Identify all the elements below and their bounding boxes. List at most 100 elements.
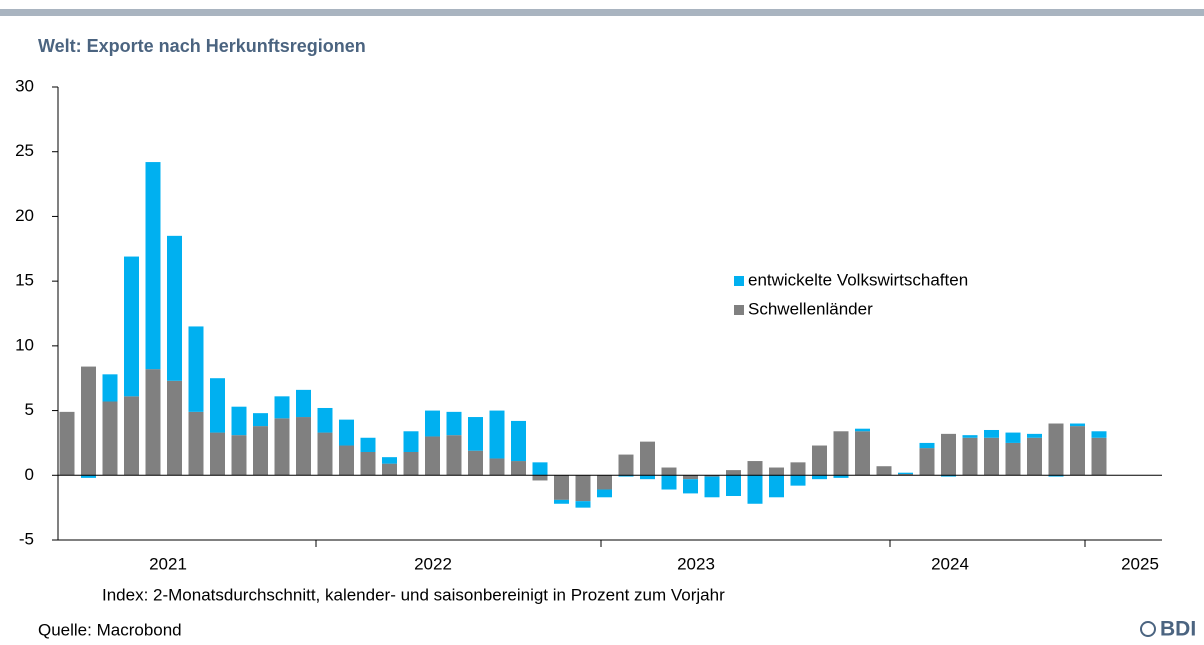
bar [102, 374, 118, 402]
bar [962, 435, 978, 438]
bar [683, 479, 698, 494]
bar [425, 436, 440, 476]
bar [124, 396, 139, 476]
bar [188, 326, 204, 412]
chart-title: Welt: Exporte nach Herkunftsregionen [38, 36, 366, 56]
bar [489, 458, 505, 476]
bar [575, 475, 591, 502]
bar [704, 475, 720, 477]
bar [618, 454, 634, 476]
bar [231, 406, 247, 436]
bar [468, 450, 483, 476]
bar [962, 437, 978, 476]
bar [253, 426, 268, 476]
bar [339, 419, 354, 446]
bar [339, 445, 354, 476]
legend-swatch [734, 276, 744, 286]
bar [210, 432, 225, 476]
bar [360, 451, 376, 476]
legend-label: entwickelte Volkswirtschaften [748, 270, 968, 289]
bar [296, 417, 311, 476]
bar [747, 461, 763, 476]
source: Quelle: Macrobond [38, 620, 182, 639]
bar [296, 389, 311, 418]
bar [597, 475, 612, 490]
bar [1048, 475, 1064, 477]
y-tick-label: 10 [15, 335, 34, 354]
bar [274, 418, 290, 476]
bar [833, 431, 849, 476]
bar [425, 410, 440, 437]
bar [597, 489, 612, 498]
bar [1048, 423, 1064, 476]
subtitle: Index: 2-Monatsdurchschnitt, kalender- u… [102, 585, 725, 604]
bar [511, 461, 526, 476]
bar [640, 475, 655, 480]
bar [382, 463, 397, 476]
bar [876, 466, 892, 476]
bar [554, 499, 569, 504]
bar [1070, 426, 1085, 476]
bar [81, 366, 96, 476]
logo-icon [1140, 621, 1156, 637]
bar [833, 475, 849, 478]
bar [253, 413, 268, 427]
bar [704, 476, 720, 498]
bar [661, 475, 677, 490]
y-tick-label: 15 [15, 271, 34, 290]
bar [231, 435, 247, 476]
bar [102, 401, 118, 476]
bar [941, 475, 956, 477]
y-tick-label: 5 [25, 400, 34, 419]
bar [317, 407, 333, 433]
bar [145, 162, 161, 370]
bar [661, 467, 677, 476]
y-tick-label: -5 [19, 529, 34, 548]
bar [618, 475, 634, 477]
bar [145, 369, 161, 476]
x-tick-label: 2021 [149, 554, 187, 573]
x-tick-label: 2024 [931, 554, 969, 573]
bar [1027, 433, 1042, 438]
bar [403, 431, 419, 452]
bar [382, 457, 397, 464]
bar [532, 475, 548, 481]
bar [941, 433, 956, 476]
bar [726, 470, 741, 476]
bar [812, 445, 827, 476]
bar [575, 501, 591, 508]
bar [81, 475, 96, 478]
bar [790, 462, 806, 476]
bar [769, 467, 784, 476]
bar [274, 396, 290, 419]
bar [855, 428, 870, 432]
x-tick-label: 2025 [1121, 554, 1159, 573]
bar [747, 475, 763, 504]
bar [188, 411, 204, 476]
bar [726, 475, 741, 496]
x-tick-label: 2023 [677, 554, 715, 573]
bar [489, 410, 505, 459]
bar [446, 411, 462, 436]
bar [898, 473, 913, 476]
legend-swatch [734, 305, 744, 315]
bar [468, 417, 483, 451]
bar [1005, 432, 1021, 443]
bar [167, 235, 182, 381]
bar [683, 475, 698, 480]
legend-label: Schwellenländer [748, 299, 873, 318]
bar [898, 472, 913, 474]
bar [984, 437, 999, 476]
logo: BDI [1160, 618, 1196, 641]
bar [1027, 437, 1042, 476]
bar [790, 475, 806, 486]
x-tick-label: 2022 [414, 554, 452, 573]
bar [532, 462, 548, 476]
bar [919, 448, 935, 476]
bar [1091, 437, 1107, 476]
bar [317, 432, 333, 476]
y-tick-label: 25 [15, 141, 34, 160]
bar [210, 378, 225, 433]
bar [1070, 423, 1085, 427]
